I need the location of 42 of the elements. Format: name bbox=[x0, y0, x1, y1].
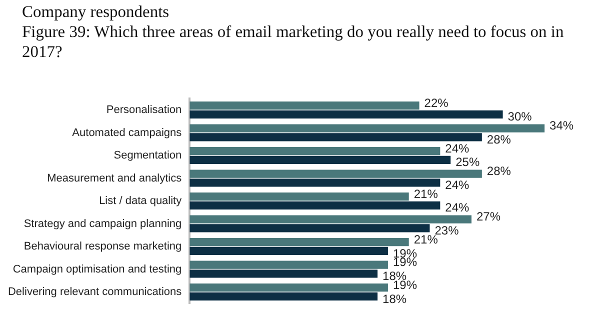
bar bbox=[190, 284, 388, 292]
data-label: 27% bbox=[476, 210, 501, 224]
data-label: 18% bbox=[382, 292, 407, 306]
bar bbox=[190, 201, 440, 210]
data-label: 28% bbox=[486, 132, 512, 146]
data-label: 30% bbox=[508, 110, 532, 124]
bar bbox=[190, 170, 482, 178]
bar bbox=[190, 192, 409, 201]
data-label: 25% bbox=[456, 155, 480, 170]
chart-subtitle: Company respondents bbox=[22, 2, 170, 22]
data-label: 23% bbox=[434, 224, 460, 238]
y-tick-label: Strategy and campaign planning bbox=[24, 218, 182, 230]
bar bbox=[190, 124, 545, 132]
bar bbox=[190, 146, 440, 156]
bar bbox=[190, 178, 440, 187]
data-label: 22% bbox=[424, 96, 449, 110]
y-tick-label: Automated campaigns bbox=[72, 126, 182, 139]
bar bbox=[190, 238, 409, 246]
bar bbox=[190, 270, 378, 278]
chart-title: Figure 39: Which three areas of email marketing do you really need to focus on in 2017? bbox=[22, 22, 565, 62]
data-label: 28% bbox=[486, 164, 512, 178]
y-tick-label: Measurement and analytics bbox=[47, 172, 182, 184]
data-label: 34% bbox=[550, 118, 574, 133]
bar bbox=[190, 156, 451, 164]
bar bbox=[190, 246, 388, 256]
bar bbox=[190, 101, 420, 110]
bar bbox=[190, 110, 503, 118]
bar bbox=[190, 215, 472, 224]
data-label: 21% bbox=[414, 186, 438, 201]
y-tick-label: Personalisation bbox=[106, 104, 182, 116]
y-tick-label: Delivering relevant communications bbox=[8, 286, 182, 298]
bar bbox=[190, 292, 378, 301]
y-tick-label: Behavioural response marketing bbox=[24, 240, 182, 253]
y-tick-label: Campaign optimisation and testing bbox=[12, 263, 182, 276]
bar bbox=[190, 133, 482, 142]
data-label: 24% bbox=[445, 141, 470, 156]
bar bbox=[190, 260, 388, 269]
bar bbox=[190, 224, 430, 232]
data-label: 24% bbox=[445, 200, 470, 215]
y-tick-label: Segmentation bbox=[114, 150, 182, 162]
data-label: 24% bbox=[445, 178, 470, 192]
y-tick-label: List / data quality bbox=[99, 195, 182, 208]
